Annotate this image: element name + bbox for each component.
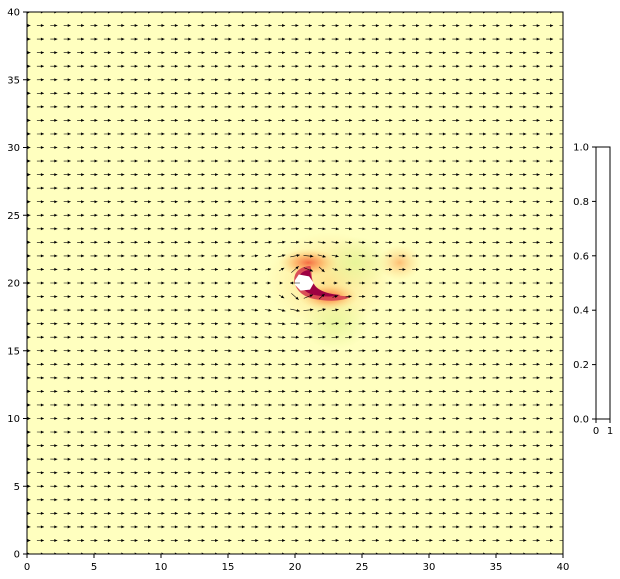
- colorbar-x-tick-label: 0: [593, 426, 599, 437]
- quiver-arrows: [27, 12, 563, 554]
- colorbar-frame: [595, 146, 611, 420]
- x-tick-label: 0: [24, 562, 30, 573]
- heatmap-crescent-peak: [298, 270, 341, 297]
- y-tick-label: 25: [7, 211, 20, 222]
- y-tick-label: 30: [7, 143, 20, 154]
- x-tick-label: 10: [155, 562, 168, 573]
- y-tick-label: 10: [7, 414, 20, 425]
- x-axis: 0 5 10 15 20 25 30 35 40: [24, 554, 570, 573]
- y-tick-label: 40: [7, 8, 20, 19]
- x-tick-label: 40: [557, 562, 570, 573]
- x-tick-label: 15: [222, 562, 235, 573]
- heatmap-cool-spot: [321, 236, 390, 289]
- colorbar-y-axis: 0.0 0.2 0.4 0.6 0.8 1.0: [573, 143, 596, 426]
- colorbar-y-tick-label: 0.0: [573, 415, 589, 426]
- colorbar-y-tick-label: 0.2: [573, 360, 589, 371]
- colorbar-x-tick-label: 1: [607, 426, 613, 437]
- colorbar-y-tick-label: 0.4: [573, 306, 589, 317]
- colorbar-y-tick-label: 1.0: [573, 143, 589, 154]
- y-tick-label: 35: [7, 75, 20, 86]
- quiver-shafts: [27, 12, 563, 554]
- obstacle: [295, 274, 314, 291]
- y-axis: 0 5 10 15 20 25 30 35 40: [7, 8, 27, 561]
- colorbar-y-tick-label: 0.6: [573, 251, 589, 262]
- x-tick-label: 5: [91, 562, 97, 573]
- x-tick-label: 30: [423, 562, 436, 573]
- x-tick-label: 35: [490, 562, 503, 573]
- colorbar-y-tick-label: 0.8: [573, 197, 589, 208]
- heatmap-warm-spot: [377, 244, 422, 281]
- y-tick-label: 15: [7, 346, 20, 357]
- x-tick-label: 20: [289, 562, 302, 573]
- heatmap-field: [266, 232, 422, 350]
- quiver-heads: [27, 12, 554, 554]
- x-tick-label: 25: [356, 562, 369, 573]
- main-axes: 0 5 10 15 20 25 30 35 40 0 5 10 15 20 25 30 35 40: [7, 8, 569, 574]
- y-tick-label: 20: [7, 279, 20, 290]
- y-tick-label: 0: [14, 550, 20, 561]
- y-tick-label: 5: [14, 482, 20, 493]
